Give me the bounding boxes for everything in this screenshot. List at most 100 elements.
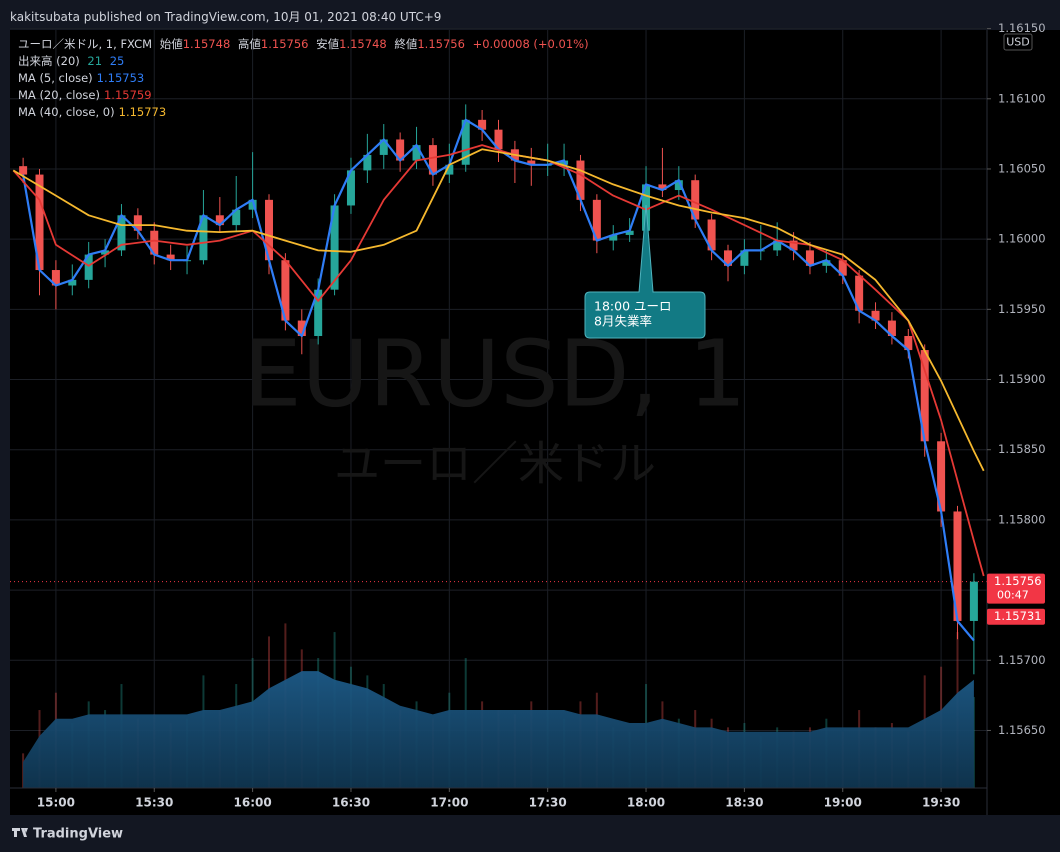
candle-body	[281, 260, 290, 321]
y-tick-label: 1.16150	[998, 21, 1046, 35]
x-tick-label: 17:30	[529, 796, 567, 810]
countdown: 00:47	[997, 589, 1029, 602]
x-tick-label: 16:30	[332, 796, 370, 810]
change: +0.00008 (+0.01%)	[472, 37, 589, 51]
ohlc-value: 1.15748	[182, 37, 231, 51]
candle-body	[461, 119, 470, 165]
candle-body	[576, 160, 585, 200]
candle-body	[232, 209, 241, 226]
x-tick-label: 19:00	[824, 796, 862, 810]
callout-text: 8月失業率	[594, 314, 652, 329]
candle-body	[445, 164, 454, 175]
candle-body	[674, 180, 683, 191]
candle-body	[904, 336, 913, 351]
candle-body	[494, 129, 503, 150]
candle-body	[805, 250, 814, 266]
candle-body	[789, 240, 798, 251]
volume-pane	[22, 623, 975, 788]
y-tick-label: 1.15700	[998, 653, 1046, 667]
candle-body	[314, 289, 323, 337]
volume-name: 出来高 (20)	[18, 54, 80, 68]
x-tick-label: 16:00	[234, 796, 272, 810]
y-tick-label: 1.15950	[998, 302, 1046, 316]
ma-line	[12, 148, 985, 472]
volume-ma-last: 25	[109, 54, 125, 68]
legend-row: MA (40, close, 0) 1.15773	[18, 104, 593, 121]
candle-body	[740, 250, 749, 266]
candle-body	[101, 250, 110, 255]
candle-body	[625, 230, 634, 235]
candle-body	[396, 139, 405, 161]
y-tick-label: 1.15650	[998, 723, 1046, 737]
candle-body	[51, 270, 60, 286]
candle-body	[723, 250, 732, 266]
callout-text: 18:00 ユーロ	[594, 299, 672, 314]
candle-body	[35, 174, 44, 271]
legend-row: MA (5, close) 1.15753	[18, 70, 593, 87]
x-tick-label: 15:30	[135, 796, 173, 810]
y-tick-label: 1.15850	[998, 442, 1046, 456]
candle-body	[478, 119, 487, 130]
y-tick-label: 1.16050	[998, 161, 1046, 175]
currency-box[interactable]	[1003, 33, 1033, 51]
candle-body	[609, 234, 618, 241]
x-tick-label: 19:30	[922, 796, 960, 810]
candle-body	[428, 145, 437, 175]
candle-body	[117, 215, 126, 251]
candle-body	[133, 215, 142, 231]
grid	[10, 28, 987, 788]
last-price-label: 1.15756	[994, 574, 1042, 588]
y-tick-label: 1.16100	[998, 91, 1046, 105]
x-tick-label: 18:00	[627, 796, 665, 810]
candle-body	[166, 254, 175, 261]
price-line-label: 1.15731	[994, 609, 1042, 623]
header: kakitsubata published on TradingView.com…	[10, 10, 442, 24]
legend-row: MA (20, close) 1.15759	[18, 87, 593, 104]
x-tick-label: 15:00	[37, 796, 75, 810]
candle-body	[887, 320, 896, 337]
volume-last: 21	[87, 54, 103, 68]
axes: 1.156501.157001.157501.158001.158501.159…	[37, 21, 1046, 809]
candle-body	[969, 581, 978, 621]
legend-row: ユーロ／米ドル, 1, FXCM 始値1.15748 高値1.15756 安値1…	[18, 36, 593, 53]
candle-body	[215, 215, 224, 226]
price-line-box	[987, 608, 1045, 625]
candle-body	[150, 230, 159, 255]
candle-body	[330, 205, 339, 290]
candle-body	[937, 441, 946, 512]
ohlc-label: 始値	[159, 37, 183, 51]
y-tick-label: 1.15800	[998, 512, 1046, 526]
brand-logo	[12, 828, 28, 837]
y-tick-label: 1.16000	[998, 232, 1046, 246]
candle-body	[871, 310, 880, 321]
ohlc-label: 高値	[237, 37, 261, 51]
candle-body	[297, 320, 306, 337]
candle-body	[691, 180, 700, 220]
candle-body	[707, 219, 716, 251]
candle-body	[822, 260, 831, 266]
ohlc-label: 終値	[394, 37, 418, 51]
ohlc-value: 1.15756	[260, 37, 309, 51]
series-last: 1.15773	[118, 105, 167, 119]
last-price-box	[987, 573, 1045, 604]
watermark-name: ユーロ／米ドル	[334, 437, 656, 491]
series-last: 1.15753	[96, 71, 145, 85]
symbol: ユーロ／米ドル, 1, FXCM	[18, 37, 153, 51]
brand: TradingView	[33, 827, 123, 842]
candle-body	[363, 154, 372, 171]
currency: USD	[1006, 36, 1030, 49]
ohlc-value: 1.15756	[417, 37, 465, 51]
candle-body	[265, 199, 274, 261]
ohlc-label: 安値	[316, 37, 340, 51]
candle-body	[84, 254, 93, 280]
y-tick-label: 1.15900	[998, 372, 1046, 386]
candle-body	[953, 511, 962, 621]
ma-legend: MA (5, close) 1.15753 MA (20, close) 1.1575…	[18, 70, 593, 121]
candle-body	[346, 170, 355, 206]
candle-body	[773, 240, 782, 251]
x-tick-label: 18:30	[725, 796, 763, 810]
series-name: MA (40, close, 0)	[18, 105, 115, 119]
candle-body	[199, 215, 208, 261]
